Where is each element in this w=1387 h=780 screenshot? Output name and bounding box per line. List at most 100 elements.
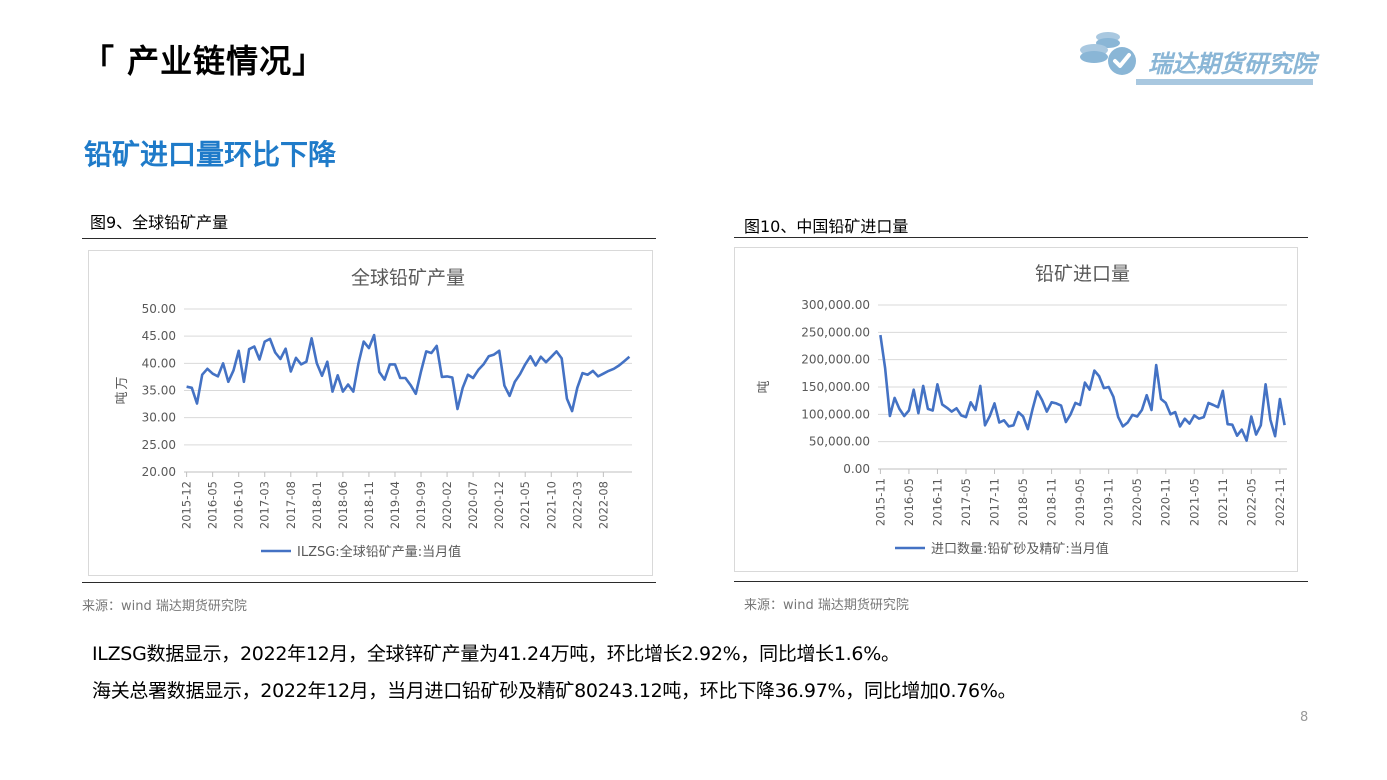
data-point [1027,428,1029,430]
data-point [274,351,276,353]
data-point [196,402,198,404]
data-point [363,340,365,342]
data-point [1212,404,1214,406]
chart-title: 全球铅矿产量 [351,267,465,289]
data-point [212,373,214,375]
data-point [884,367,886,369]
source-note-2: 来源：wind 瑞达期货研究院 [744,598,909,613]
data-point [979,385,981,387]
data-point [321,375,323,377]
data-point [436,345,438,347]
figure-rule-top-2 [734,237,1308,238]
data-point [1155,364,1157,366]
data-point [1041,399,1043,401]
data-point [534,364,536,366]
data-point [456,408,458,410]
data-point [1250,415,1252,417]
data-point [1226,423,1228,425]
data-point [1198,418,1200,420]
data-point [383,378,385,380]
data-point [960,414,962,416]
data-point [446,375,448,377]
x-tick-label: 2020-12 [492,481,506,529]
y-tick-label: 35.00 [142,384,176,398]
data-point [1046,410,1048,412]
data-point [898,408,900,410]
data-point [618,364,620,366]
y-axis-label: 吨 [115,391,130,404]
x-tick-label: 2018-05 [1016,478,1030,526]
data-point [227,381,229,383]
data-point [984,424,986,426]
y-tick-label: 50,000.00 [809,435,870,449]
data-point [587,374,589,376]
data-point [628,356,630,358]
data-point [581,372,583,374]
y-tick-label: 0.00 [843,462,870,476]
data-point [1088,389,1090,391]
data-point [441,376,443,378]
data-point [555,350,557,352]
y-tick-label: 150,000.00 [801,380,870,394]
x-tick-label: 2022-08 [596,481,610,529]
data-point [623,360,625,362]
coin-stack-check-icon [1080,32,1136,75]
data-point [602,373,604,375]
x-tick-label: 2021-05 [1187,478,1201,526]
data-point [284,348,286,350]
data-point [238,350,240,352]
y-tick-label: 100,000.00 [801,407,870,421]
data-point [566,397,568,399]
chart-panel-1: 全球铅矿产量 20.00 25.00 30.00 35.00 40.00 45.00 50.0… [88,250,653,576]
data-point [903,415,905,417]
x-tick-label: 2019-05 [1073,478,1087,526]
data-point [425,350,427,352]
data-point [1169,413,1171,415]
x-tick-label: 2015-11 [873,478,887,526]
data-point [477,369,479,371]
data-point [488,355,490,357]
data-point [550,356,552,358]
data-point [1117,416,1119,418]
data-point [1012,424,1014,426]
data-point [1098,375,1100,377]
data-point [347,383,349,385]
data-point [1084,381,1086,383]
data-point [1093,369,1095,371]
x-tick-label: 2017-03 [258,481,272,529]
y-tick-label: 50.00 [142,302,176,316]
data-point [1069,413,1071,415]
data-point [592,370,594,372]
legend-label: ILZSG:全球铅矿产量:当月值 [297,544,461,560]
data-point [1231,424,1233,426]
x-tick-label: 2018-06 [336,481,350,529]
data-point [1160,398,1162,400]
data-point [352,390,354,392]
data-point [917,412,919,414]
data-point [1074,402,1076,404]
data-point [1065,421,1067,423]
data-point [529,355,531,357]
data-point [243,381,245,383]
data-point [290,370,292,372]
data-point [927,408,929,410]
data-point [932,409,934,411]
data-point [970,401,972,403]
data-point [1131,414,1133,416]
data-point [201,374,203,376]
figure-rule-bottom-2 [734,581,1308,582]
data-point [1203,416,1205,418]
x-tick-label: 2021-10 [544,481,558,529]
page-number: 8 [1300,710,1309,725]
x-tick-label: 2022-11 [1273,478,1287,526]
data-point [1260,424,1262,426]
data-point [316,362,318,364]
data-point [389,363,391,365]
data-point [1222,390,1224,392]
y-tick-label: 200,000.00 [801,353,870,367]
data-point [597,375,599,377]
x-tick-label: 2021-11 [1216,478,1230,526]
x-tick-label: 2020-11 [1159,478,1173,526]
data-point [1245,439,1247,441]
data-point [922,385,924,387]
